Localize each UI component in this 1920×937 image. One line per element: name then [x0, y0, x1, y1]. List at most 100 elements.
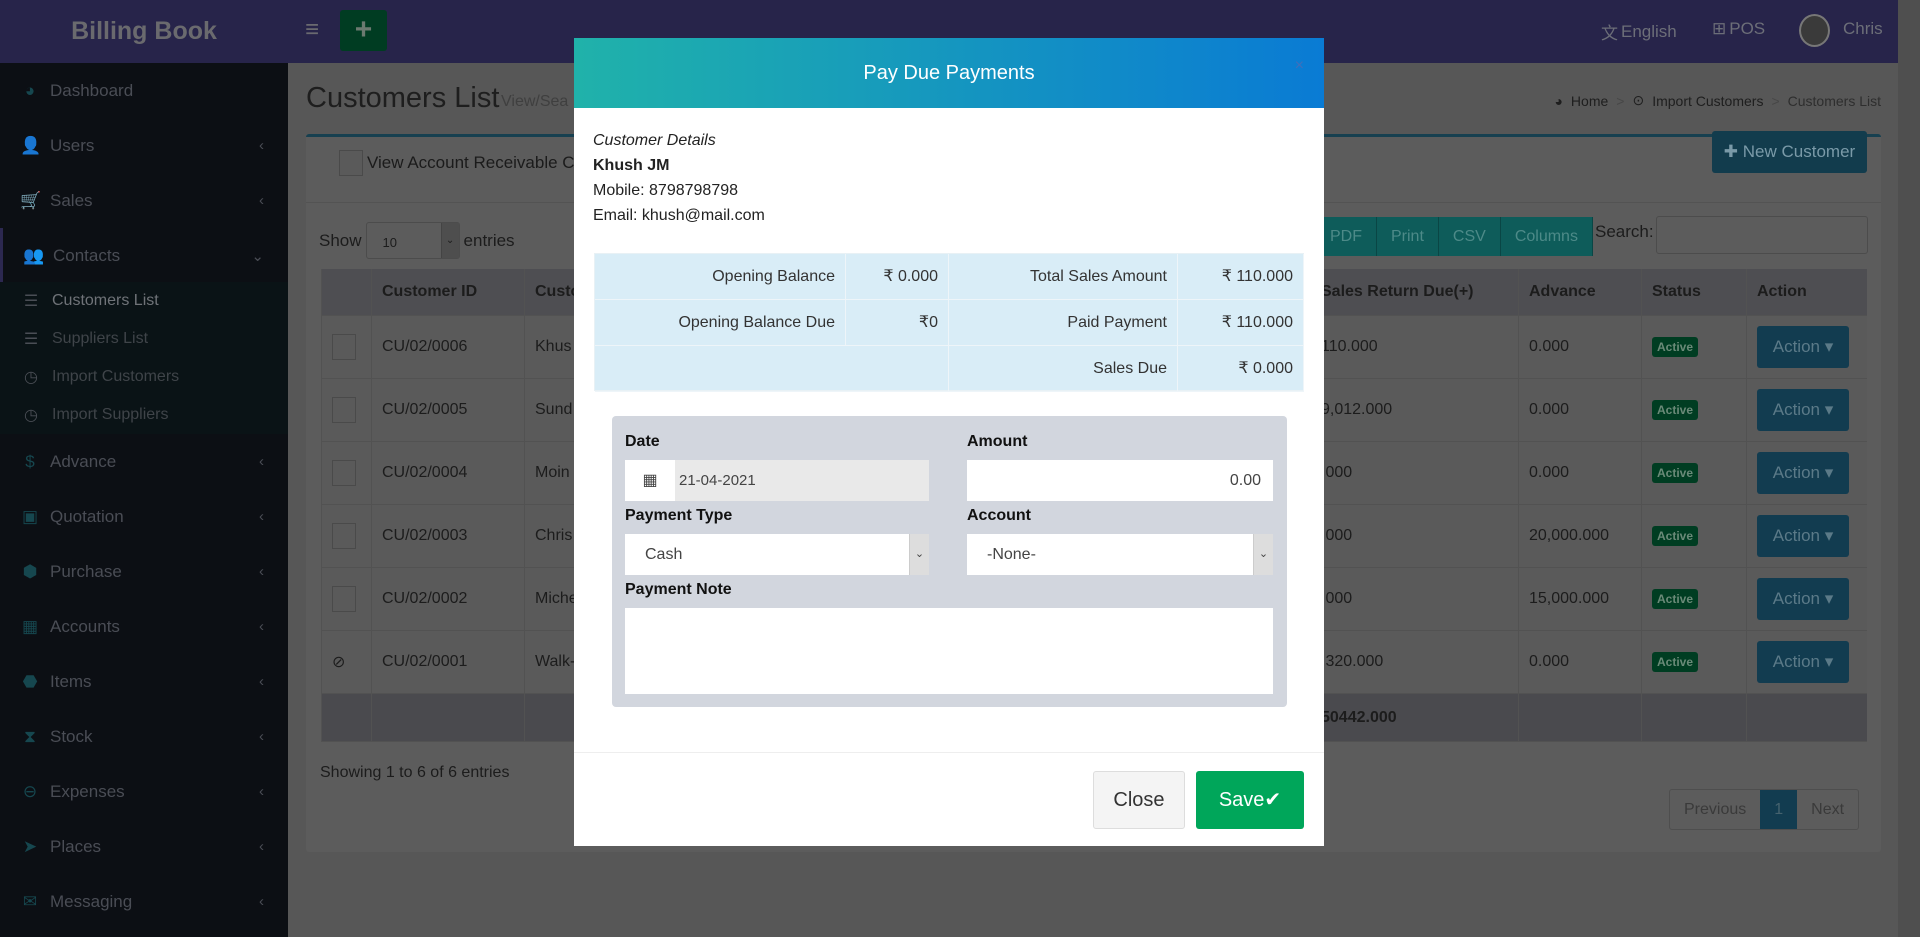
amount-input[interactable]: 0.00: [967, 460, 1273, 501]
page-length-select[interactable]: 10 ⌄: [365, 222, 460, 259]
cell-sales_return: .000: [1310, 442, 1518, 504]
sidebar-item-expenses[interactable]: ⊖ Expenses ‹: [0, 764, 288, 819]
list-icon: ☰: [23, 293, 39, 310]
sidebar-item-purchase[interactable]: ⬢ Purchase ‹: [0, 544, 288, 599]
entries-label: entries: [463, 230, 515, 250]
calendar-icon: ▦: [642, 472, 658, 489]
show-label: Show: [319, 230, 362, 250]
dashboard-icon: ◕: [1554, 92, 1563, 109]
plus-icon: ✚: [1723, 142, 1739, 161]
balance-summary-table: Opening Balance ₹ 0.000 Total Sales Amou…: [594, 253, 1304, 392]
cell-name: Moin: [524, 442, 704, 504]
dollar-icon: $: [25, 451, 35, 471]
breadcrumb-home[interactable]: Home: [1570, 92, 1609, 109]
save-button[interactable]: Save✔: [1196, 771, 1304, 829]
sidebar-item-label: Expenses: [50, 781, 125, 801]
status-badge: Active: [1652, 589, 1699, 609]
sidebar-item-contacts[interactable]: 👥 Contacts ⌄: [0, 228, 288, 283]
csv-button[interactable]: CSV: [1438, 217, 1501, 256]
caret-down-icon: ▾: [1819, 589, 1834, 608]
payment-note-textarea[interactable]: [625, 608, 1273, 694]
date-input[interactable]: ▦ 21-04-2021: [625, 460, 929, 501]
sidebar-item-label: Advance: [50, 451, 117, 471]
column-header-advance[interactable]: Advance: [1518, 269, 1641, 315]
column-header-status[interactable]: Status: [1641, 269, 1746, 315]
sidebar-item-users[interactable]: 👤 Users ‹: [0, 118, 288, 173]
action-dropdown-button[interactable]: Action ▾: [1757, 578, 1849, 620]
modal-header: Pay Due Payments: [574, 38, 1324, 108]
sidebar-item-advance[interactable]: $ Advance ‹: [0, 434, 288, 489]
sidebar-item-label: Purchase: [50, 561, 122, 581]
footer-cell: [321, 694, 371, 741]
sidebar-item-quotation[interactable]: ▣ Quotation ‹: [0, 489, 288, 544]
sidebar-item-stock[interactable]: ⧗ Stock ‹: [0, 709, 288, 764]
chevron-down-icon: ⌄: [251, 247, 264, 265]
hamburger-menu-icon[interactable]: ≡: [305, 16, 320, 43]
submenu-item-suppliers-list[interactable]: ☰ Suppliers List: [0, 320, 288, 358]
close-icon[interactable]: ×: [1294, 57, 1304, 74]
chevron-left-icon: ‹: [259, 508, 264, 525]
caret-down-icon: ▾: [1819, 652, 1834, 671]
row-checkbox[interactable]: [332, 523, 356, 549]
breadcrumb: ◕ Home > ⊙ Import Customers > Customers …: [1554, 92, 1881, 109]
account-select[interactable]: -None- ⌄: [967, 534, 1273, 575]
close-button[interactable]: Close: [1093, 771, 1185, 829]
brand-logo[interactable]: Billing Book: [71, 17, 217, 45]
cube-icon: ⬢: [22, 561, 38, 581]
pagination: Previous 1 Next: [1669, 789, 1860, 830]
submenu-item-import-suppliers[interactable]: ◷ Import Suppliers: [0, 396, 288, 434]
submenu-item-label: Import Suppliers: [52, 406, 169, 423]
row-checkbox[interactable]: [332, 397, 356, 423]
cell-id: CU/02/0003: [371, 505, 524, 567]
sidebar-item-accounts[interactable]: ▦ Accounts ‹: [0, 599, 288, 654]
submenu-item-customers-list[interactable]: ☰ Customers List: [0, 282, 288, 320]
row-checkbox[interactable]: [332, 460, 356, 486]
breadcrumb-import-customers[interactable]: Import Customers: [1652, 92, 1764, 109]
next-page-button[interactable]: Next: [1811, 801, 1845, 818]
print-button[interactable]: Print: [1377, 217, 1439, 256]
sidebar-item-dashboard[interactable]: ◕ Dashboard: [0, 63, 288, 118]
checkbox[interactable]: [339, 150, 363, 176]
caret-down-icon: ▾: [1819, 337, 1834, 356]
sidebar-item-messaging[interactable]: ✉ Messaging ‹: [0, 874, 288, 929]
payment-type-select[interactable]: Cash ⌄: [625, 534, 929, 575]
amount-label: Amount: [967, 433, 1028, 450]
row-checkbox[interactable]: [332, 334, 356, 360]
action-dropdown-button[interactable]: Action ▾: [1757, 389, 1849, 431]
customer-name: Khush JM: [593, 157, 670, 174]
action-dropdown-button[interactable]: Action ▾: [1757, 452, 1849, 494]
cell-status: Active: [1641, 442, 1746, 504]
scrollbar[interactable]: [1898, 0, 1920, 937]
footer-cell: 50442.000: [1310, 694, 1518, 741]
sidebar-item-sales[interactable]: 🛒 Sales ‹: [0, 173, 288, 228]
action-label: Action: [1772, 652, 1820, 671]
pay-due-payments-modal: Pay Due Payments × Customer Details Khus…: [574, 38, 1324, 846]
pos-link[interactable]: ⊞ POS: [1712, 19, 1765, 39]
language-selector[interactable]: 文 English: [1601, 19, 1677, 44]
new-customer-button[interactable]: ✚ New Customer: [1712, 131, 1867, 173]
user-name[interactable]: Chris: [1843, 19, 1883, 38]
customer-mobile: Mobile: 8798798798: [593, 182, 739, 199]
quick-add-button[interactable]: +: [340, 10, 387, 51]
column-header-sales_return[interactable]: Sales Return Due(+): [1310, 269, 1518, 315]
search-input[interactable]: [1656, 216, 1868, 254]
action-dropdown-button[interactable]: Action ▾: [1757, 326, 1849, 368]
sidebar-item-items[interactable]: ⬣ Items ‹: [0, 654, 288, 709]
previous-page-button[interactable]: Previous: [1684, 801, 1747, 818]
sidebar: ◕ Dashboard 👤 Users ‹ 🛒 Sales ‹ 👥 Contacts ⌄ $ Advan…: [0, 63, 288, 937]
cell-action: Action ▾: [1746, 442, 1867, 504]
action-dropdown-button[interactable]: Action ▾: [1757, 515, 1849, 557]
view-account-receivable-toggle[interactable]: View Account Receivable Cus: [339, 150, 593, 176]
avatar[interactable]: [1799, 14, 1830, 47]
action-dropdown-button[interactable]: Action ▾: [1757, 641, 1849, 683]
column-header-name: Custo: [524, 269, 704, 315]
submenu-item-import-customers[interactable]: ◷ Import Customers: [0, 358, 288, 396]
column-header-id[interactable]: Customer ID: [371, 269, 524, 315]
sidebar-item-places[interactable]: ➤ Places ‹: [0, 819, 288, 874]
page-1-button[interactable]: 1: [1760, 790, 1798, 829]
columns-button[interactable]: Columns: [1500, 217, 1593, 256]
sidebar-item-label: Stock: [50, 726, 93, 746]
pdf-button[interactable]: PDF: [1316, 217, 1377, 256]
cell-action: Action ▾: [1746, 316, 1867, 378]
row-checkbox[interactable]: [332, 586, 356, 612]
